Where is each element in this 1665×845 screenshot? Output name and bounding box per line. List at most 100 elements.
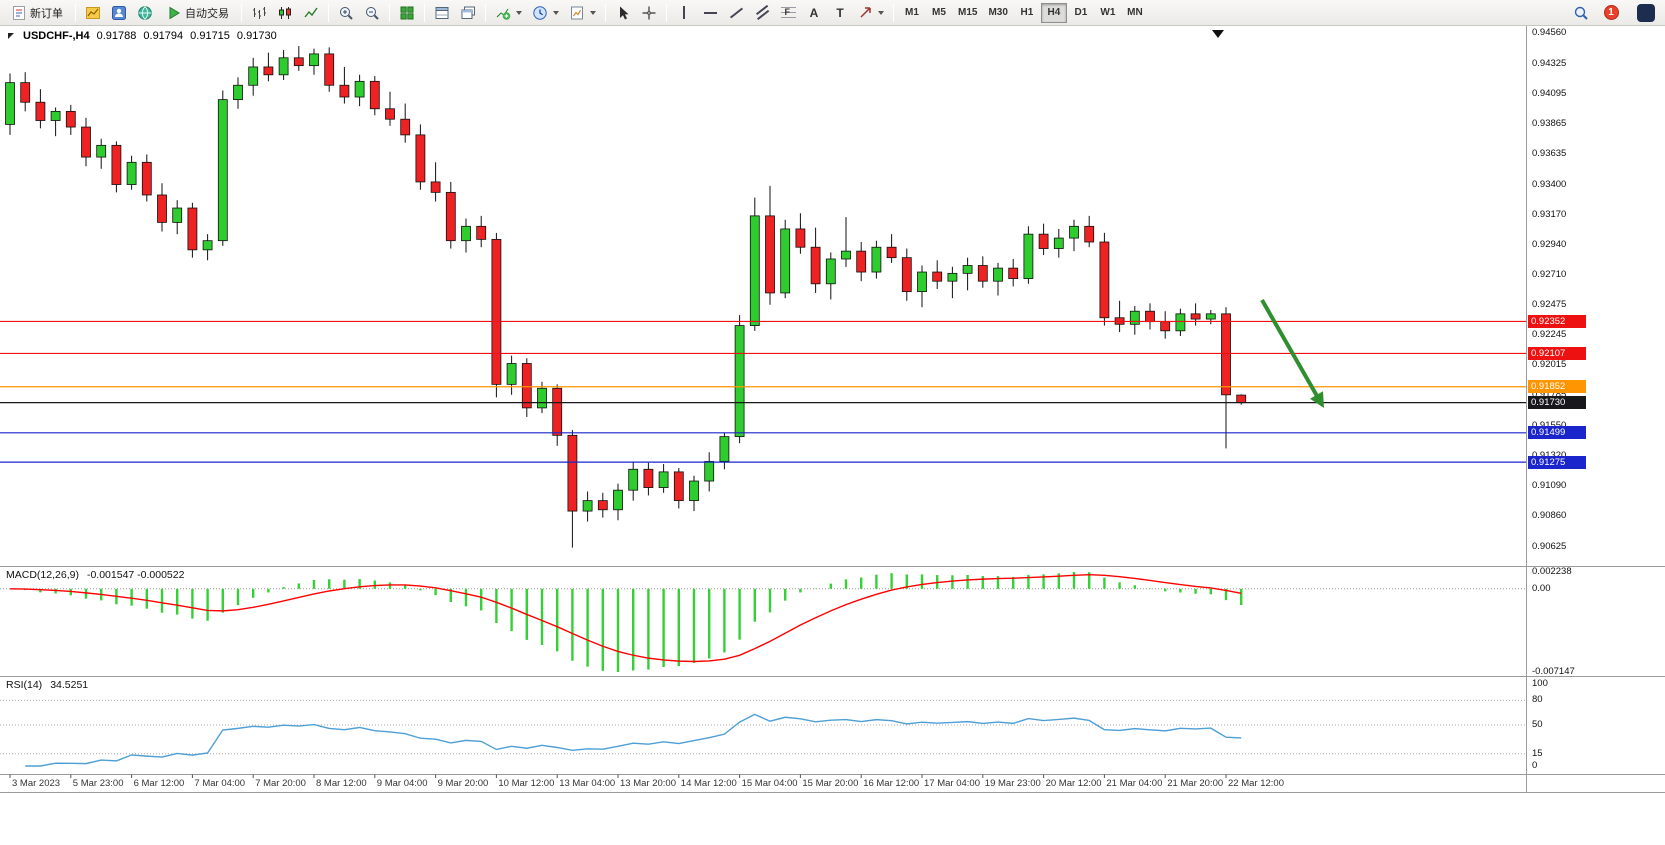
zoom-in-button[interactable] [334,2,358,24]
template-icon [571,6,583,19]
candle [582,491,593,522]
trendline-icon [729,7,743,18]
candle [217,90,228,246]
toolbar-separator [893,3,894,22]
candle [628,461,639,501]
channel-tool-button[interactable] [750,2,774,24]
candle [1205,309,1216,325]
candle [263,52,274,82]
text-label-tool-button[interactable]: T [828,2,852,24]
candle [643,462,654,496]
trend-arrow-annotation[interactable] [1260,299,1324,408]
periods-button[interactable] [528,2,563,24]
cursor-tool-button[interactable] [611,2,635,24]
horizontal-line-tool-button[interactable] [698,2,722,24]
candle [1084,215,1095,248]
candle [278,49,289,81]
new-order-icon [13,5,25,20]
timeframe-button-d1[interactable]: D1 [1068,3,1094,23]
candle [932,260,943,290]
search-button[interactable] [1569,2,1593,24]
zoom-in-icon [340,6,353,20]
clock-icon [533,5,547,20]
chart-canvas[interactable] [0,26,1665,845]
candlestick-icon [279,6,291,19]
toolbar-right: 1 [1569,2,1661,24]
bar-chart-mode-button[interactable] [247,2,271,24]
timeframe-button-h1[interactable]: H1 [1014,3,1040,23]
timeframe-button-m15[interactable]: M15 [953,3,982,23]
candle [50,107,61,137]
candle [1160,311,1171,339]
candle [461,218,471,253]
candle [856,241,867,282]
candle [1114,300,1125,333]
candle [1099,232,1110,326]
timeframe-button-mn[interactable]: MN [1122,3,1148,23]
toolbar-separator [241,3,242,22]
time-axis[interactable] [0,774,1665,792]
add-indicator-button[interactable] [491,2,526,24]
candle [96,138,107,169]
templates-button[interactable] [565,2,600,24]
candle [1129,306,1140,335]
rsi-layer [0,699,1526,767]
fibonacci-tool-button[interactable]: F [776,2,800,24]
candle [476,215,487,248]
candle [126,155,137,190]
dropdown-caret-icon [516,10,522,15]
text-tool-button[interactable]: A [802,2,826,24]
autotrading-label: 自动交易 [185,7,229,20]
chart-shift-marker[interactable] [1212,30,1224,38]
arrow-shape-icon [860,7,871,18]
candle [1023,226,1034,284]
panel-separators [0,26,1665,793]
zoom-out-button[interactable] [360,2,384,24]
new-window-button[interactable] [430,2,454,24]
new-order-button[interactable]: 新订单 [4,2,70,24]
candle [111,141,122,193]
tile-windows-button[interactable] [395,2,419,24]
trendline-tool-button[interactable] [724,2,748,24]
candle [141,154,152,202]
candle [430,162,441,202]
toolbar-separator [666,3,667,22]
channel-icon [755,4,770,20]
timeframe-button-m1[interactable]: M1 [899,3,925,23]
vertical-line-tool-button[interactable] [672,2,696,24]
timeframe-button-m30[interactable]: M30 [983,3,1012,23]
candle [734,315,745,444]
dropdown-caret-icon [878,10,884,15]
candle [172,200,183,235]
candle [765,185,775,305]
candle [400,103,411,143]
candle [202,234,213,261]
tile-windows-icon [400,6,414,19]
candle [613,483,623,521]
candle [415,124,426,190]
candle [1053,228,1064,258]
crosshair-tool-button[interactable] [637,2,661,24]
line-chart-mode-button[interactable] [299,2,323,24]
candle [567,430,578,548]
notifications-button[interactable]: 1 [1599,2,1623,24]
toolbar: 新订单 自动交易 [0,0,1665,26]
cascade-windows-button[interactable] [456,2,480,24]
market-watch-icon [112,5,126,20]
timeframe-button-m5[interactable]: M5 [926,3,952,23]
timeframe-button-w1[interactable]: W1 [1095,3,1121,23]
arrow-tools-button[interactable] [854,2,888,24]
market-watch-button[interactable] [107,2,131,24]
candlestick-mode-button[interactable] [273,2,297,24]
timeframe-button-h4[interactable]: H4 [1040,2,1067,23]
candle [521,358,532,418]
chart-window-button[interactable] [81,2,105,24]
candle [704,452,715,492]
autotrading-button[interactable]: 自动交易 [159,2,236,24]
price-axis[interactable] [1527,26,1665,774]
data-window-button[interactable] [133,2,157,24]
add-indicator-icon [496,8,511,20]
candle [825,252,836,300]
dropdown-caret-icon [553,10,559,15]
